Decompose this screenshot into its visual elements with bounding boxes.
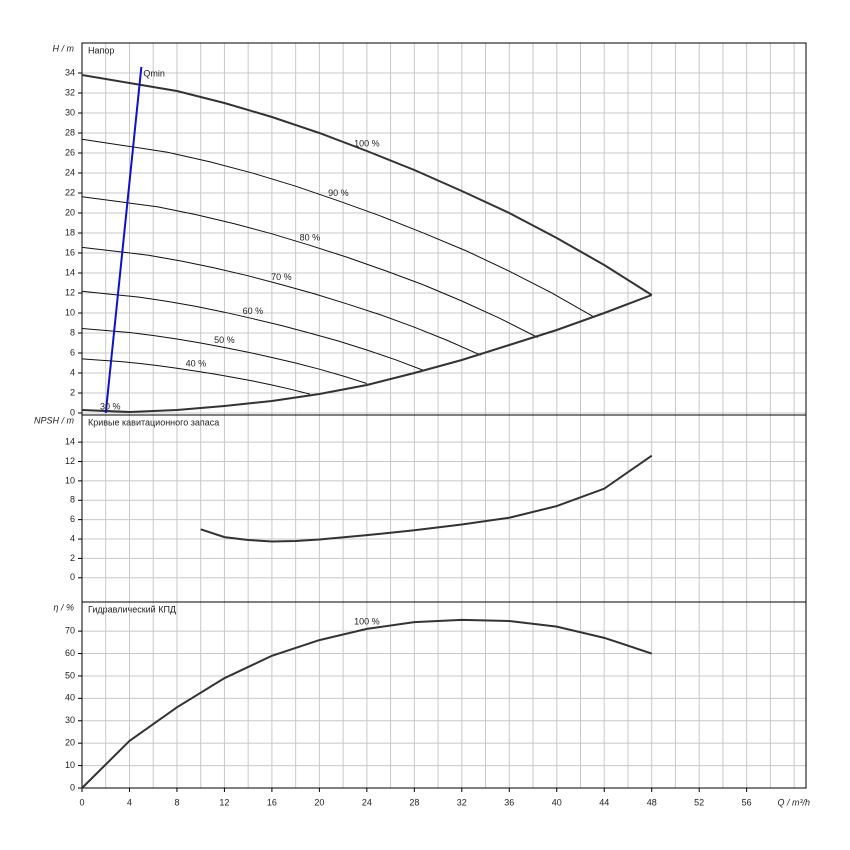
curve-label: 40 % [186,358,207,368]
x-tick-label: 8 [174,797,179,807]
x-tick-label: 40 [552,797,562,807]
y-tick-label: 32 [65,87,75,97]
x-tick-label: 12 [219,797,229,807]
y-axis-label: H / m [53,43,75,53]
series-line [104,66,143,414]
y-tick-label: 12 [65,456,75,466]
series-line [200,454,653,543]
y-tick-label: 24 [65,167,75,177]
y-tick-label: 30 [65,715,75,725]
y-tick-label: 0 [70,782,75,792]
curve-label: 50 % [214,335,235,345]
series-line [81,294,653,414]
y-tick-label: 0 [70,407,75,417]
y-tick-label: 30 [65,107,75,117]
y-tick-label: 10 [65,475,75,485]
x-tick-label: 24 [362,797,372,807]
series-line [81,358,311,395]
y-tick-label: 4 [70,533,75,543]
panel-border [81,601,807,789]
y-tick-label: 4 [70,367,75,377]
y-tick-label: 34 [65,67,75,77]
y-tick-label: 70 [65,626,75,636]
curve-label: 90 % [328,188,349,198]
y-tick-label: 60 [65,648,75,658]
series-line [81,290,425,371]
y-tick-label: 40 [65,693,75,703]
series-line [81,328,368,384]
curve-label: 70 % [271,272,292,282]
y-tick-label: 28 [65,127,75,137]
y-axis-label: NPSH / m [34,415,75,425]
curve-label: 100 % [354,138,380,148]
y-tick-label: 8 [70,327,75,337]
series-line [81,138,595,318]
panel-title: Напор [88,45,114,55]
y-tick-label: 20 [65,738,75,748]
y-tick-label: 6 [70,514,75,524]
y-axis-label: η / % [53,602,74,612]
series-line [81,246,481,356]
series-line [81,618,653,789]
y-tick-label: 26 [65,147,75,157]
y-tick-label: 12 [65,287,75,297]
y-tick-label: 22 [65,187,75,197]
y-tick-label: 14 [65,437,75,447]
x-tick-label: 28 [409,797,419,807]
x-tick-label: 16 [267,797,277,807]
y-tick-label: 50 [65,670,75,680]
y-tick-label: 0 [70,572,75,582]
y-tick-label: 10 [65,307,75,317]
curve-label: Qmin [143,68,165,78]
y-tick-label: 18 [65,227,75,237]
y-tick-label: 14 [65,267,75,277]
curve-label: 60 % [243,306,264,316]
series-line [81,74,653,296]
y-tick-label: 16 [65,247,75,257]
panel-border [81,414,807,603]
x-tick-label: 52 [694,797,704,807]
y-tick-label: 2 [70,387,75,397]
curve-label: 100 % [354,616,380,626]
y-tick-label: 10 [65,760,75,770]
panel-title: Кривые кавитационного запаса [88,417,219,427]
annotation: 30 % [100,401,121,411]
x-tick-label: 36 [504,797,514,807]
x-tick-label: 4 [127,797,132,807]
x-axis-label: Q / m³/h [777,797,810,807]
series-line [81,196,538,338]
x-tick-label: 56 [742,797,752,807]
x-tick-label: 32 [457,797,467,807]
x-tick-label: 20 [314,797,324,807]
y-tick-label: 20 [65,207,75,217]
y-tick-label: 2 [70,553,75,563]
curve-label: 80 % [300,233,321,243]
x-tick-label: 0 [79,797,84,807]
x-tick-label: 44 [599,797,609,807]
panel-title: Гидравлический КПД [88,604,176,614]
x-tick-label: 48 [647,797,657,807]
y-tick-label: 8 [70,495,75,505]
y-tick-label: 6 [70,347,75,357]
